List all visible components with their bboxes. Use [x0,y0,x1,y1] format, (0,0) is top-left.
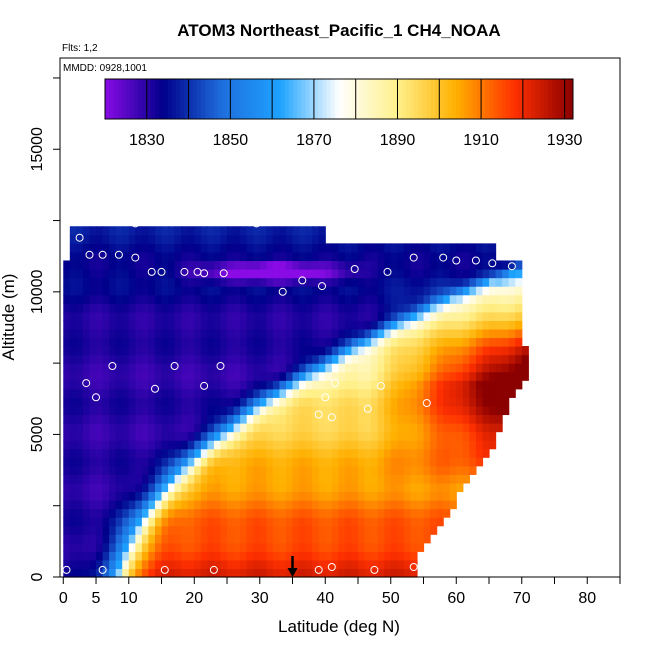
x-tick-label: 10 [120,590,138,607]
sample-point [327,563,336,571]
sample-point [147,267,156,276]
y-axis-label: Altitude (m) [0,274,18,361]
sample-point [422,399,431,407]
sample-point [350,265,359,273]
x-tick-label: 5 [92,590,101,607]
flights-label: Flts: 1,2 [62,43,98,54]
sample-point [376,381,385,390]
x-tick-label: 30 [251,590,269,607]
heatmap-field [63,226,529,578]
sample-points [62,208,516,574]
sample-point [62,565,71,574]
sample-point [82,379,91,388]
sample-point [314,410,323,419]
x-tick-label: 50 [382,590,400,607]
colorbar-tick-label: 1830 [129,132,165,149]
y-tick-label: 15000 [29,127,46,172]
sample-point [200,269,209,278]
x-tick-label: 20 [185,590,203,607]
sample-point [170,362,179,370]
colorbar-tick-label: 1890 [380,132,416,149]
sample-point [318,282,326,291]
sample-point [507,262,516,271]
sample-point [278,287,287,296]
sample-point [85,250,94,259]
sample-point [252,219,261,228]
colorbar-tick-label: 1850 [213,132,249,149]
y-tick-label: 0 [29,572,46,581]
colorbar: 1830 1850 1870 1890 1910 1930 [104,78,583,149]
sample-point [151,384,159,393]
sample-point [131,253,140,262]
sample-point [200,381,209,390]
sample-point [160,565,169,574]
colorbar-frame [104,78,574,120]
sample-point [92,393,100,402]
sample-point [232,208,241,216]
sample-point [314,565,323,574]
chart-title: ATOM3 Northeast_Pacific_1 CH4_NOAA [177,21,500,40]
sample-point [114,250,123,259]
sample-point [190,213,199,222]
sample-point [75,233,84,242]
sample-point [298,276,307,285]
sample-point [321,393,330,402]
sample-point [439,253,448,262]
sample-point [209,565,218,574]
colorbar-tick-label: 1870 [296,132,332,149]
sample-point [108,362,117,370]
colorbar-tick-label: 1910 [463,132,499,149]
sample-point [131,219,140,228]
y-axis: 0 5000 10000 15000 [29,77,60,581]
x-tick-label: 0 [59,590,68,607]
sample-point [331,379,340,388]
sample-point [327,413,336,422]
x-axis-label: Latitude (deg N) [278,617,400,636]
sample-point [383,267,392,276]
sample-point [157,267,166,276]
sample-point [98,250,107,259]
sample-point [409,253,418,262]
colorbar-tick-label: 1930 [547,132,583,149]
sample-point [219,269,228,278]
plot-frame [59,57,621,578]
dates-label: MMDD: 0928,1001 [63,63,147,74]
sample-point [488,259,497,268]
sample-point [452,256,461,265]
sample-point [370,565,379,574]
x-tick-label: 80 [578,590,596,607]
x-tick-label: 60 [447,590,465,607]
sample-point [363,404,372,413]
sample-point [98,565,107,574]
sample-point [471,256,480,265]
latitude-arrow [287,556,298,577]
y-tick-label: 5000 [29,417,46,453]
sample-point [216,362,225,370]
sample-point [180,267,189,276]
y-tick-label: 10000 [29,269,46,314]
x-tick-label: 40 [316,590,334,607]
x-axis: 0 5 10 20 30 40 50 60 70 80 [59,577,621,607]
x-tick-label: 70 [513,590,531,607]
sample-point [409,563,418,571]
